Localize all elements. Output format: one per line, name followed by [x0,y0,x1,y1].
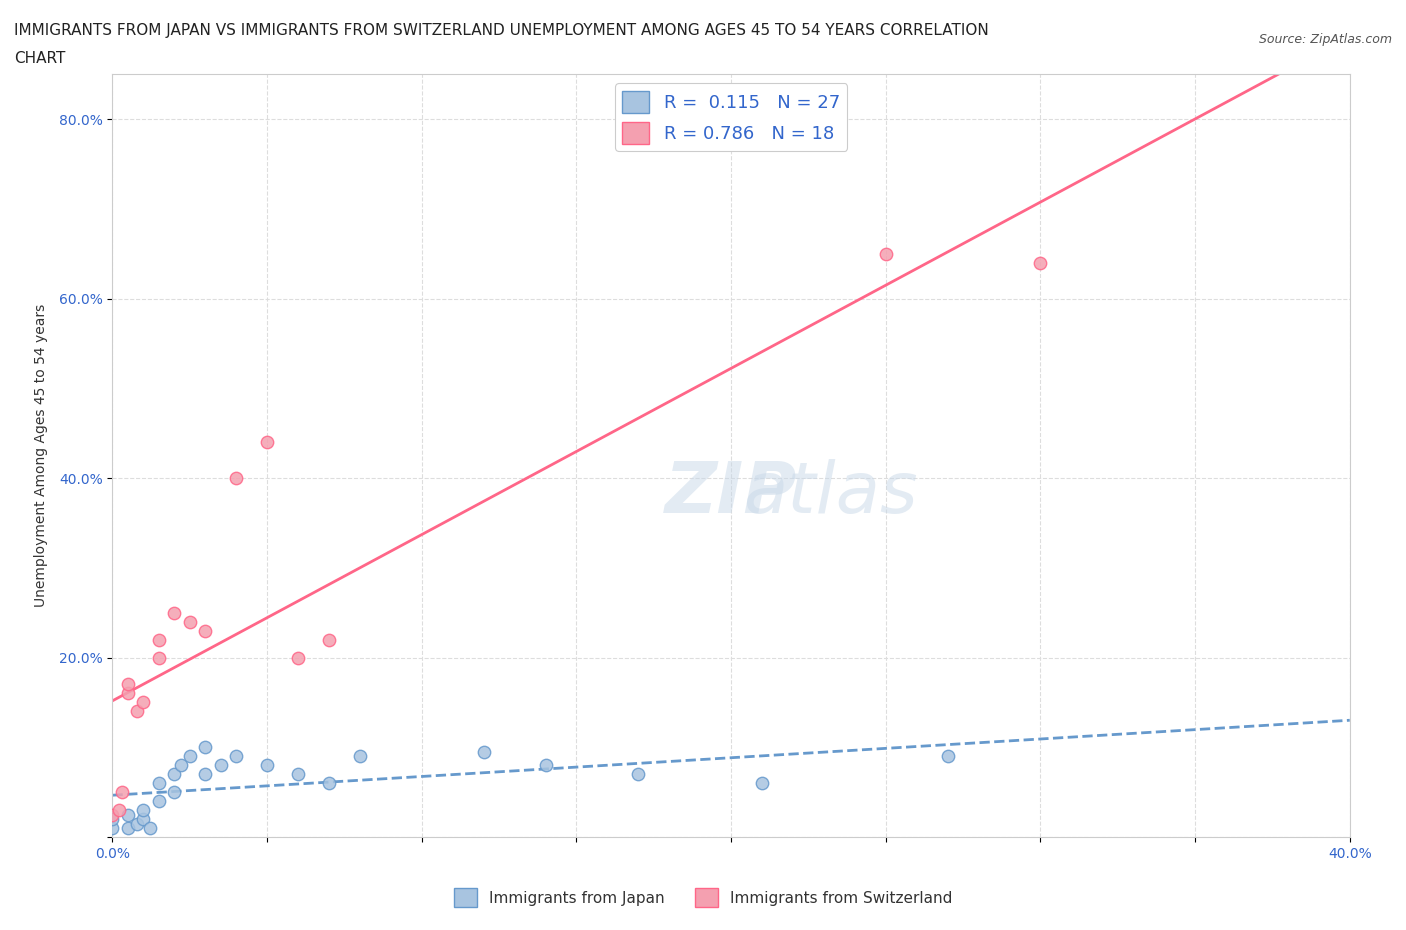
Point [256,435,278,450]
Point [117,686,139,701]
Text: CHART: CHART [14,51,66,66]
Point [225,749,247,764]
Point [287,650,309,665]
Point [179,749,201,764]
Point [194,740,217,755]
Text: Source: ZipAtlas.com: Source: ZipAtlas.com [1258,33,1392,46]
Legend: Immigrants from Japan, Immigrants from Switzerland: Immigrants from Japan, Immigrants from S… [447,883,959,913]
Point [127,704,149,719]
Point [163,605,186,620]
Point [101,807,124,822]
Point [349,749,371,764]
Point [101,820,124,835]
Point [225,471,247,485]
Point [148,793,170,808]
Point [256,758,278,773]
Point [117,677,139,692]
Point [117,820,139,835]
Point [111,785,134,800]
Point [117,807,139,822]
Point [1029,256,1052,271]
Point [148,650,170,665]
Point [287,766,309,781]
Point [127,817,149,831]
Point [132,812,155,827]
Point [163,766,186,781]
Point [101,812,124,827]
Y-axis label: Unemployment Among Ages 45 to 54 years: Unemployment Among Ages 45 to 54 years [34,304,48,607]
Point [936,749,959,764]
Point [534,758,557,773]
Point [148,776,170,790]
Text: ZIP: ZIP [665,459,797,528]
Point [163,785,186,800]
Point [209,758,232,773]
Point [751,776,773,790]
Point [138,820,160,835]
Point [179,614,201,629]
Point [875,246,897,261]
Text: atlas: atlas [742,459,917,528]
Point [318,632,340,647]
Point [318,776,340,790]
Point [627,766,650,781]
Point [107,803,129,817]
Legend: R =  0.115   N = 27, R = 0.786   N = 18: R = 0.115 N = 27, R = 0.786 N = 18 [614,84,848,151]
Point [194,623,217,638]
Point [169,758,191,773]
Point [132,695,155,710]
Point [194,766,217,781]
Point [472,744,495,759]
Text: IMMIGRANTS FROM JAPAN VS IMMIGRANTS FROM SWITZERLAND UNEMPLOYMENT AMONG AGES 45 : IMMIGRANTS FROM JAPAN VS IMMIGRANTS FROM… [14,23,988,38]
Point [148,632,170,647]
Point [132,803,155,817]
